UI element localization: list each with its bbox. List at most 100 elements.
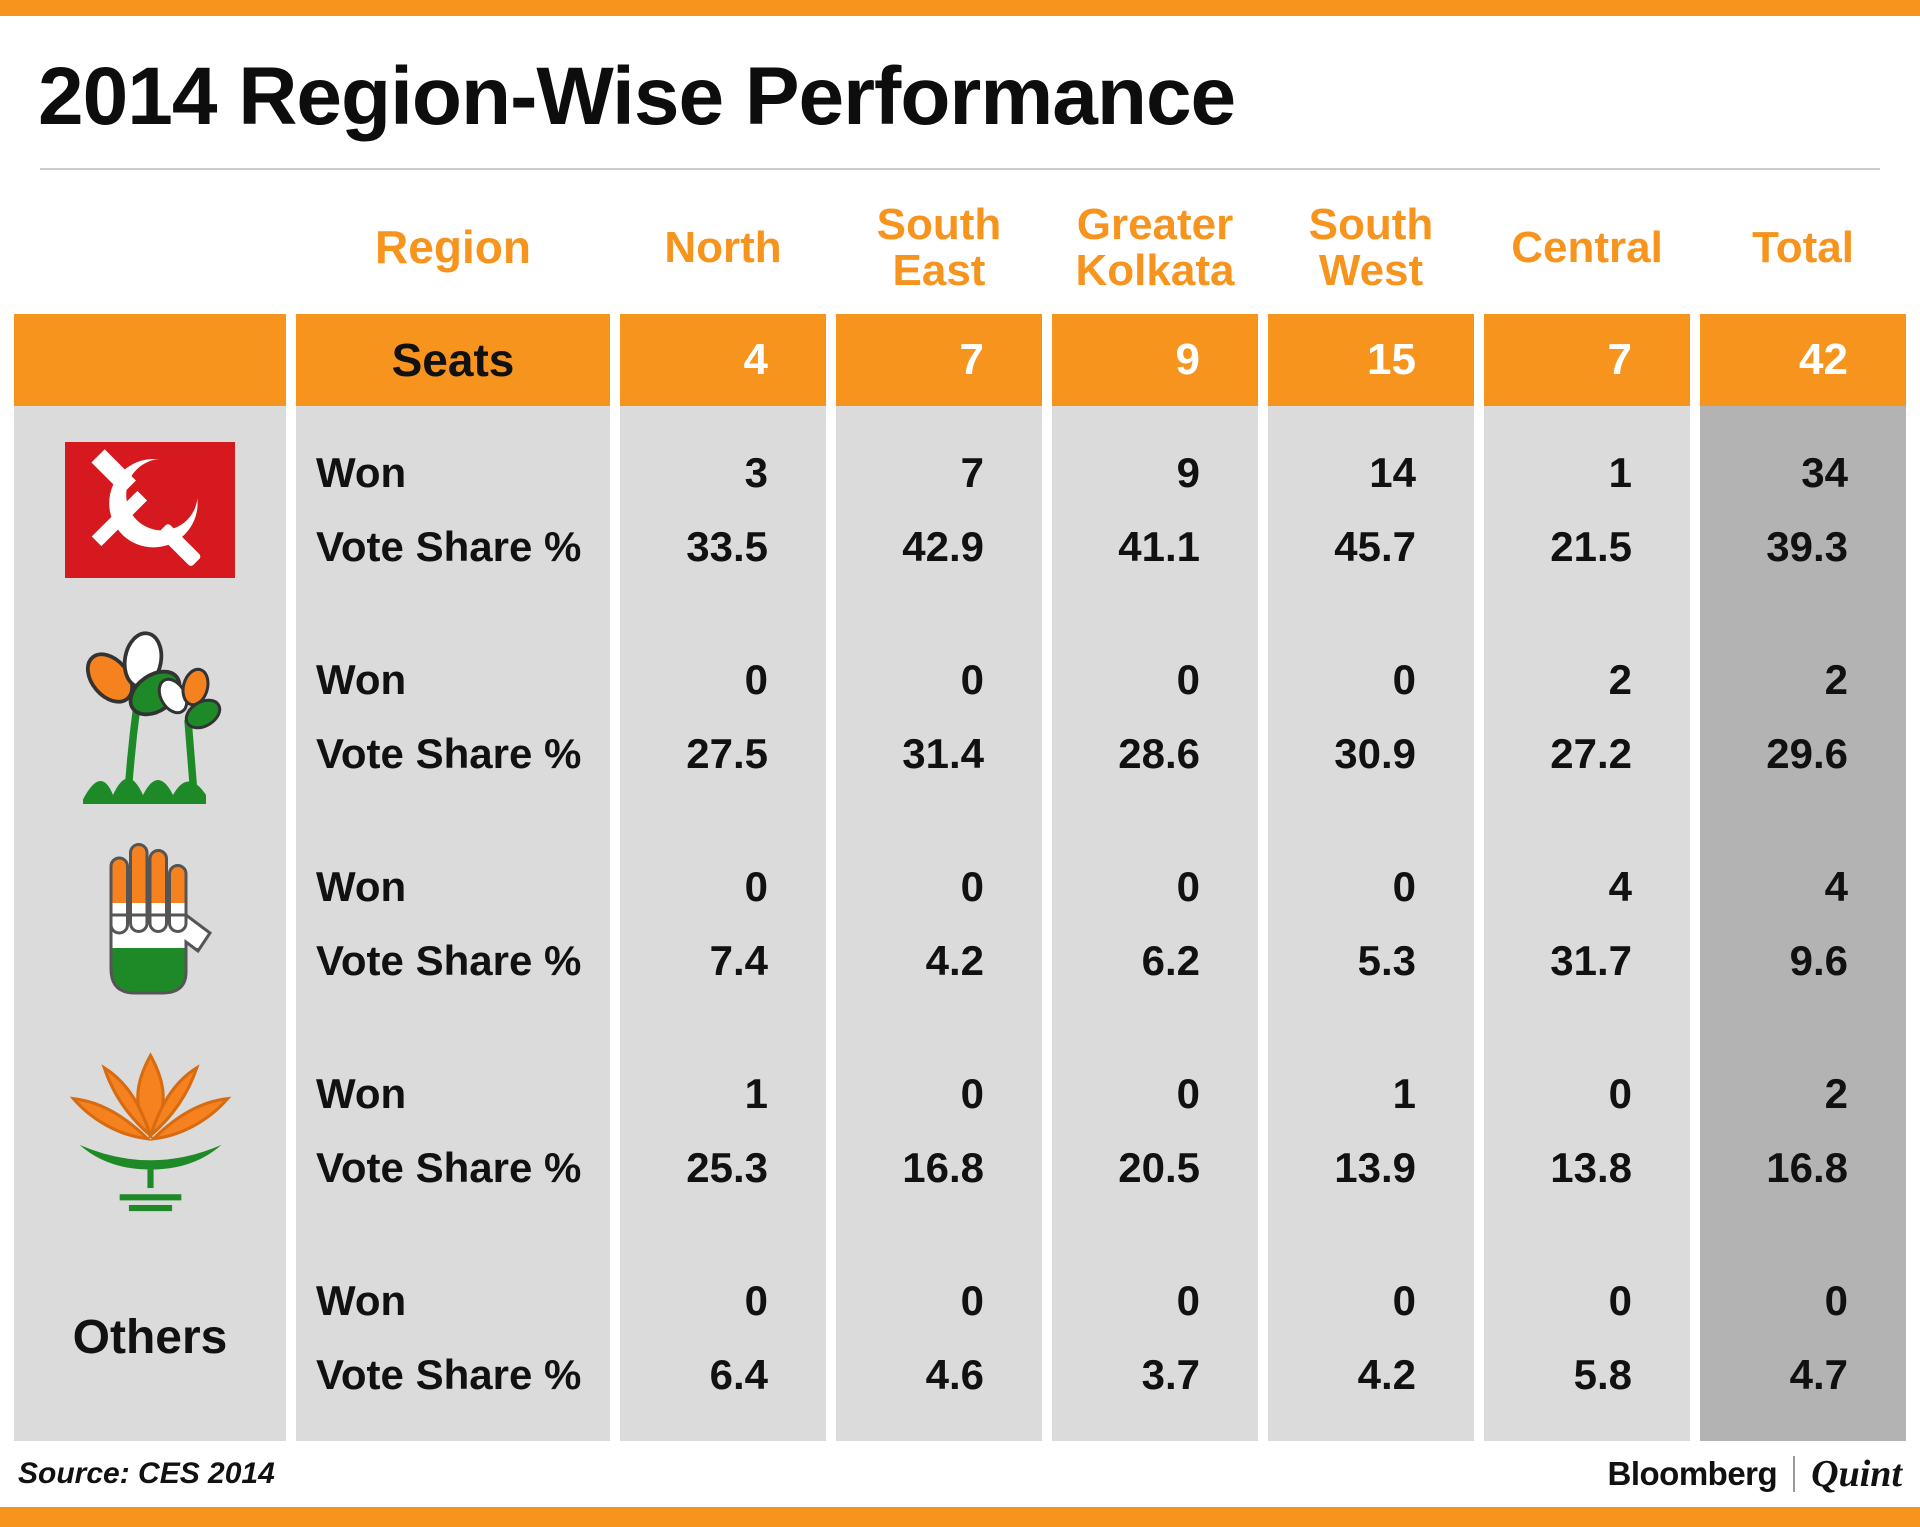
cpim-party-cell bbox=[14, 406, 286, 614]
row-labels-cell: Won Vote Share % bbox=[296, 1027, 610, 1235]
party-data-cell: 0 3.7 bbox=[1052, 1234, 1258, 1442]
party-data-cell: 2 27.2 bbox=[1484, 613, 1690, 821]
row-labels-cell: Won Vote Share % bbox=[296, 406, 610, 614]
column-header-total: Total bbox=[1752, 223, 1854, 273]
vote-share-value: 6.2 bbox=[1141, 936, 1200, 984]
inc-party-cell bbox=[14, 820, 286, 1028]
party-data-cell: 7 42.9 bbox=[836, 406, 1042, 614]
won-value: 0 bbox=[1608, 1069, 1632, 1117]
won-value: 0 bbox=[1392, 655, 1416, 703]
won-value: 0 bbox=[1824, 1276, 1848, 1324]
won-value: 3 bbox=[744, 448, 768, 496]
page-title: 2014 Region-Wise Performance bbox=[38, 51, 1236, 142]
tmc-party-cell bbox=[14, 613, 286, 821]
source-note: Source: CES 2014 bbox=[18, 1457, 275, 1491]
won-value: 1 bbox=[744, 1069, 768, 1117]
bjp-party-cell bbox=[14, 1027, 286, 1235]
footer: Source: CES 2014 Bloomberg Quint bbox=[0, 1441, 1920, 1507]
won-value: 9 bbox=[1176, 448, 1200, 496]
column-header-greater-kolkata: Greater Kolkata bbox=[1075, 200, 1235, 296]
won-value: 0 bbox=[744, 1276, 768, 1324]
vote-share-value: 33.5 bbox=[686, 522, 768, 570]
party-data-cell: 3 33.5 bbox=[620, 406, 826, 614]
tmc-flowers-icon bbox=[82, 630, 221, 804]
vote-share-value: 16.8 bbox=[902, 1143, 984, 1191]
cpim-flag-icon bbox=[65, 441, 235, 578]
party-data-cell: 0 5.8 bbox=[1484, 1234, 1690, 1442]
party-data-cell-total: 2 29.6 bbox=[1700, 613, 1906, 821]
seats-row-blank bbox=[14, 314, 286, 407]
won-label: Won bbox=[316, 1276, 407, 1324]
won-value: 0 bbox=[960, 1069, 984, 1117]
vote-share-value: 30.9 bbox=[1334, 729, 1416, 777]
vote-share-value: 42.9 bbox=[902, 522, 984, 570]
party-data-cell: 1 25.3 bbox=[620, 1027, 826, 1235]
bloomberg-logo: Bloomberg bbox=[1607, 1455, 1778, 1493]
party-data-cell: 0 16.8 bbox=[836, 1027, 1042, 1235]
region-performance-table: Region North South East Greater Kolkata … bbox=[14, 182, 1906, 1442]
vote-share-label: Vote Share % bbox=[316, 936, 582, 984]
won-label: Won bbox=[316, 655, 407, 703]
party-data-cell: 0 6.2 bbox=[1052, 820, 1258, 1028]
party-data-cell: 4 31.7 bbox=[1484, 820, 1690, 1028]
others-label: Others bbox=[72, 1311, 228, 1365]
vote-share-label: Vote Share % bbox=[316, 1143, 582, 1191]
bottom-accent-bar bbox=[0, 1507, 1920, 1527]
quint-logo: Quint bbox=[1811, 1453, 1902, 1496]
party-data-cell-total: 0 4.7 bbox=[1700, 1234, 1906, 1442]
column-header-north: North bbox=[664, 223, 782, 273]
won-label: Won bbox=[316, 1069, 407, 1117]
party-data-cell: 0 20.5 bbox=[1052, 1027, 1258, 1235]
publisher-brand: Bloomberg Quint bbox=[1608, 1452, 1903, 1496]
won-value: 0 bbox=[1392, 1276, 1416, 1324]
vote-share-value: 25.3 bbox=[686, 1143, 768, 1191]
won-value: 0 bbox=[1176, 655, 1200, 703]
seats-value-greater-kolkata: 9 bbox=[1052, 314, 1258, 407]
party-data-cell: 0 30.9 bbox=[1268, 613, 1474, 821]
seats-value-south-west: 15 bbox=[1268, 314, 1474, 407]
won-value: 7 bbox=[960, 448, 984, 496]
won-value: 0 bbox=[960, 862, 984, 910]
won-value: 0 bbox=[960, 1276, 984, 1324]
party-data-cell-total: 34 39.3 bbox=[1700, 406, 1906, 614]
party-data-cell: 14 45.7 bbox=[1268, 406, 1474, 614]
row-labels-cell: Won Vote Share % bbox=[296, 613, 610, 821]
vote-share-label: Vote Share % bbox=[316, 522, 582, 570]
party-data-cell: 0 4.2 bbox=[1268, 1234, 1474, 1442]
party-data-cell-total: 4 9.6 bbox=[1700, 820, 1906, 1028]
region-header: Region bbox=[375, 221, 531, 274]
title-divider bbox=[40, 168, 1880, 171]
congress-hand-icon bbox=[109, 842, 213, 995]
won-label: Won bbox=[316, 862, 407, 910]
vote-share-value: 27.5 bbox=[686, 729, 768, 777]
brand-divider bbox=[1793, 1456, 1796, 1493]
vote-share-value: 4.6 bbox=[925, 1350, 984, 1398]
vote-share-label: Vote Share % bbox=[316, 729, 582, 777]
won-value: 2 bbox=[1824, 655, 1848, 703]
vote-share-value: 28.6 bbox=[1118, 729, 1200, 777]
won-value: 0 bbox=[1392, 862, 1416, 910]
vote-share-value: 27.2 bbox=[1550, 729, 1632, 777]
column-header-south-west: South West bbox=[1308, 200, 1434, 296]
party-data-cell: 1 21.5 bbox=[1484, 406, 1690, 614]
won-value: 14 bbox=[1369, 448, 1416, 496]
party-data-cell: 0 27.5 bbox=[620, 613, 826, 821]
won-label: Won bbox=[316, 448, 407, 496]
vote-share-label: Vote Share % bbox=[316, 1350, 582, 1398]
party-data-cell: 9 41.1 bbox=[1052, 406, 1258, 614]
header-blank-cell bbox=[14, 182, 286, 314]
vote-share-value: 39.3 bbox=[1766, 522, 1848, 570]
party-data-cell-total: 2 16.8 bbox=[1700, 1027, 1906, 1235]
seats-value-south-east: 7 bbox=[836, 314, 1042, 407]
won-value: 0 bbox=[1176, 1069, 1200, 1117]
party-data-cell: 1 13.9 bbox=[1268, 1027, 1474, 1235]
party-data-cell: 0 5.3 bbox=[1268, 820, 1474, 1028]
vote-share-value: 45.7 bbox=[1334, 522, 1416, 570]
won-value: 4 bbox=[1824, 862, 1848, 910]
vote-share-value: 29.6 bbox=[1766, 729, 1848, 777]
party-data-cell: 0 6.4 bbox=[620, 1234, 826, 1442]
vote-share-value: 13.8 bbox=[1550, 1143, 1632, 1191]
vote-share-value: 31.7 bbox=[1550, 936, 1632, 984]
won-value: 34 bbox=[1801, 448, 1848, 496]
party-data-cell: 0 4.6 bbox=[836, 1234, 1042, 1442]
